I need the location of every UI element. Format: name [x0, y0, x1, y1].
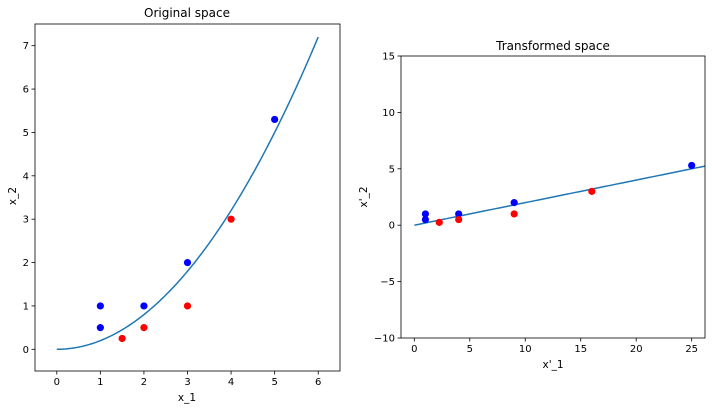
y-tick-label: 6: [23, 85, 29, 96]
y-tick-label: 2: [23, 258, 29, 269]
red-point: [510, 210, 518, 218]
x-axis-label: x_1: [178, 392, 196, 404]
y-tick-label: −10: [374, 334, 395, 345]
x-tick-label: 2: [141, 377, 147, 388]
blue-point: [183, 258, 192, 267]
x-tick-label: 6: [315, 377, 321, 388]
x-tick-label: 20: [630, 344, 643, 355]
x-tick-label: 10: [519, 344, 532, 355]
red-point: [455, 215, 463, 224]
y-tick-label: 5: [389, 164, 395, 175]
y-tick-label: 10: [382, 108, 395, 119]
y-tick-label: 3: [23, 215, 29, 226]
x-axis-label: x'_1: [542, 359, 563, 371]
blue-point: [96, 324, 104, 332]
blue-point: [140, 302, 148, 310]
fit-curve: [414, 165, 706, 226]
y-tick-label: 1: [23, 301, 29, 312]
original-space-chart: Original space x_1 x_2 0 1 2 3 4 5 6 0 1 2 3 4 5 6 7: [7, 6, 341, 404]
fit-curve: [56, 36, 319, 351]
chart-title: Transformed space: [495, 39, 610, 53]
x-tick-label: 15: [574, 344, 587, 355]
red-point: [140, 324, 148, 332]
blue-point: [455, 210, 463, 218]
x-tick-label: 0: [54, 377, 60, 388]
blue-point: [510, 199, 518, 207]
plot-frame: [400, 55, 706, 339]
red-point: [227, 215, 235, 223]
x-tick-label: 0: [411, 344, 417, 355]
x-tick-label: 3: [184, 377, 190, 388]
blue-point: [96, 302, 104, 310]
red-point: [588, 187, 596, 195]
plot-frame: [34, 23, 341, 372]
red-point: [118, 334, 126, 343]
y-tick-label: 5: [23, 128, 29, 139]
x-tick-label: 4: [228, 377, 234, 388]
chart-title: Original space: [144, 6, 230, 20]
y-tick-label: −5: [380, 277, 395, 288]
y-tick-label: 0: [389, 221, 395, 232]
x-tick-label: 5: [271, 377, 277, 388]
red-point: [183, 302, 192, 310]
blue-point: [688, 161, 696, 170]
transformed-space-chart: Transformed space x'_1 x'_2 0 5 10 15 20 25 −1…: [358, 39, 706, 371]
blue-point: [421, 215, 430, 224]
x-tick-label: 25: [685, 344, 698, 355]
blue-point: [421, 210, 430, 218]
y-tick-label: 7: [23, 41, 29, 52]
x-tick-label: 5: [467, 344, 473, 355]
y-axis-label: x'_2: [358, 186, 370, 207]
y-tick-label: 4: [23, 171, 29, 182]
y-tick-label: 15: [382, 52, 395, 63]
y-tick-label: 0: [23, 345, 29, 356]
blue-point: [271, 115, 279, 124]
x-tick-label: 1: [97, 377, 103, 388]
y-axis-label: x_2: [7, 187, 19, 205]
red-point: [435, 218, 443, 226]
